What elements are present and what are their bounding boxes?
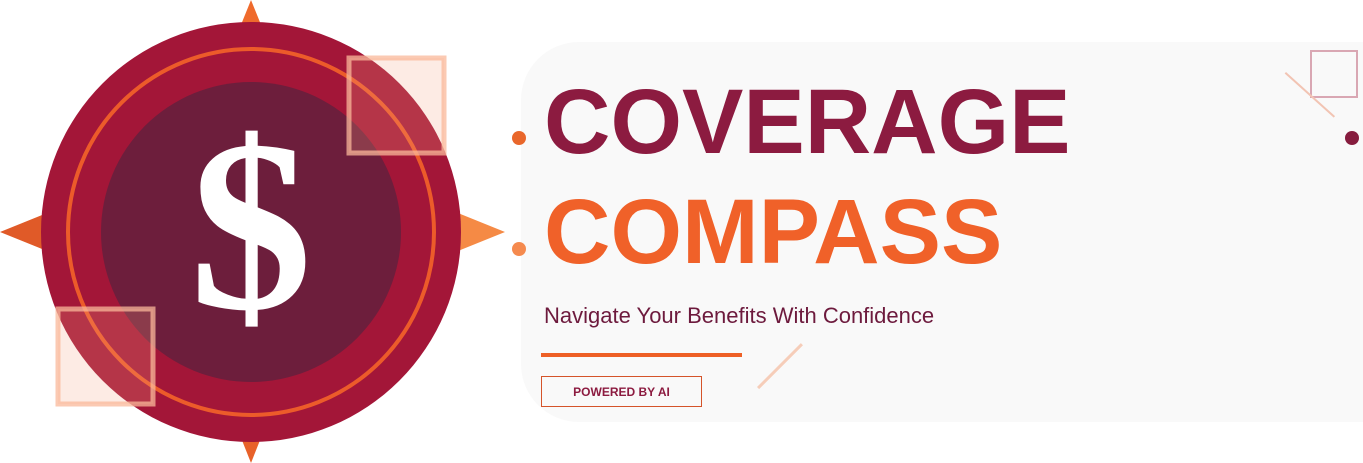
compass-point-east — [453, 211, 505, 253]
accent-square-bottom — [55, 306, 156, 407]
accent-dot-orange — [512, 131, 526, 145]
accent-dot-maroon — [1345, 131, 1359, 145]
title-card — [521, 42, 1363, 422]
dollar-symbol: $ — [190, 90, 313, 361]
compass-point-west — [0, 211, 52, 253]
powered-by-badge: POWERED BY AI — [541, 376, 702, 407]
accent-square-top — [346, 55, 447, 156]
decorative-square — [1310, 50, 1358, 98]
title-line-1: COVERAGE — [544, 71, 1071, 173]
title-line-2: COMPASS — [544, 181, 1003, 283]
tagline: Navigate Your Benefits With Confidence — [544, 303, 935, 328]
orange-ring — [66, 47, 436, 417]
inner-circle — [101, 82, 401, 382]
tagline-underline — [541, 353, 742, 357]
accent-dot-light-orange — [512, 242, 526, 256]
dollar-compass-icon: $ — [0, 0, 505, 463]
